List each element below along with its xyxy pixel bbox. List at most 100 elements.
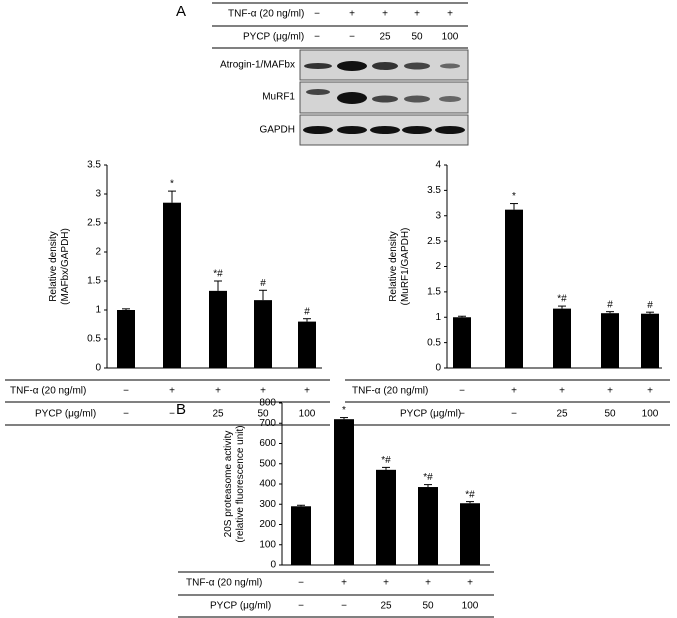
treatment-value: − (123, 409, 129, 420)
bar (209, 290, 227, 368)
bar (453, 317, 471, 368)
y-tick-label: 3.5 (87, 160, 101, 171)
error-bar (122, 308, 130, 310)
y-tick-label: 600 (259, 438, 276, 449)
y-tick-label: 0 (270, 560, 276, 571)
treatment-label: TNF-α (20 ng/ml) (186, 578, 262, 589)
treatment-label: PYCP (μg/ml) (35, 409, 96, 420)
significance-mark: * (170, 179, 174, 190)
treatment-value: − (341, 601, 347, 612)
error-bar (259, 289, 267, 301)
significance-mark: # (260, 278, 266, 289)
y-axis-title-line: (relative fluorescence unit) (235, 425, 246, 542)
band (440, 63, 460, 69)
band (372, 95, 398, 103)
y-tick-label: 2 (95, 247, 101, 258)
y-tick-label: 2.5 (427, 236, 441, 247)
significance-mark: * (512, 191, 516, 202)
treatment-value: + (607, 386, 613, 397)
y-tick-label: 0 (435, 363, 441, 374)
significance-mark: *# (423, 472, 433, 483)
treatment-value: + (382, 9, 388, 20)
treatment-value: + (467, 578, 473, 589)
bar (418, 487, 438, 565)
treatment-value: − (298, 601, 304, 612)
treatment-value: 50 (257, 409, 269, 420)
error-bar (382, 466, 390, 470)
band (303, 126, 333, 134)
blot-label: GAPDH (259, 125, 295, 136)
treatment-value: 100 (462, 601, 479, 612)
y-axis-title-line: 20S proteasome activity (223, 431, 234, 538)
error-bar (606, 311, 614, 314)
band (402, 126, 432, 134)
treatment-value: + (414, 9, 420, 20)
y-tick-label: 4 (435, 160, 441, 171)
band (435, 126, 465, 134)
treatment-value: 100 (299, 409, 316, 420)
y-tick-label: 0.5 (427, 337, 441, 348)
treatment-label: TNF-α (20 ng/ml) (10, 386, 86, 397)
y-tick-label: 1.5 (87, 276, 101, 287)
y-tick-label: 300 (259, 499, 276, 510)
treatment-value: + (383, 578, 389, 589)
error-bar (303, 318, 311, 322)
significance-mark: *# (557, 294, 567, 305)
error-bar (340, 417, 348, 420)
significance-mark: *# (213, 269, 223, 280)
blot-label: MuRF1 (262, 92, 295, 103)
y-tick-label: 500 (259, 458, 276, 469)
bar (376, 469, 396, 565)
bar (163, 202, 181, 368)
treatment-value: 100 (642, 409, 659, 420)
band (304, 63, 332, 69)
y-tick-label: 700 (259, 418, 276, 429)
y-tick-label: 100 (259, 539, 276, 550)
significance-mark: # (304, 306, 310, 317)
treatment-value: − (511, 409, 517, 420)
significance-mark: *# (381, 455, 391, 466)
treatment-value: − (459, 409, 465, 420)
treatment-value: + (349, 9, 355, 20)
y-tick-label: 1.5 (427, 287, 441, 298)
y-axis-title: Relative density(MuRF1/GAPDH) (388, 228, 411, 306)
bar (291, 506, 311, 565)
y-tick-label: 1 (95, 305, 101, 316)
treatment-value: 25 (556, 409, 568, 420)
y-tick-label: 3.5 (427, 185, 441, 196)
band (337, 92, 367, 104)
band (372, 62, 398, 70)
treatment-value: − (298, 578, 304, 589)
error-bar (168, 190, 176, 203)
y-axis-title: 20S proteasome activity(relative fluores… (223, 425, 246, 542)
treatment-value: + (260, 386, 266, 397)
y-axis-title-line: (MAFbx/GAPDH) (60, 228, 71, 305)
y-tick-label: 0.5 (87, 334, 101, 345)
error-bar (458, 315, 466, 318)
y-tick-label: 2 (435, 261, 441, 272)
band (370, 126, 400, 134)
error-bar (466, 501, 474, 504)
bar (334, 419, 354, 565)
treatment-label: PYCP (μg/ml) (400, 409, 461, 420)
panel-label: B (176, 401, 186, 418)
band (337, 61, 367, 71)
treatment-value: 50 (422, 601, 434, 612)
band (439, 96, 461, 102)
y-tick-label: 3 (95, 189, 101, 200)
error-bar (297, 504, 305, 507)
treatment-value: − (314, 32, 320, 43)
treatment-value: + (215, 386, 221, 397)
treatment-label: PYCP (μg/ml) (243, 32, 304, 43)
y-tick-label: 800 (259, 398, 276, 409)
bar (460, 503, 480, 565)
treatment-value: + (647, 386, 653, 397)
significance-mark: *# (465, 489, 475, 500)
blot: Atrogin-1/MAFbx MuRF1 GAPDH (212, 2, 469, 146)
treatment-value: 100 (442, 32, 459, 43)
treatment-value: − (169, 409, 175, 420)
band (306, 89, 330, 95)
treatment-value: − (123, 386, 129, 397)
treatment-value: 50 (411, 32, 423, 43)
significance-mark: # (647, 300, 653, 311)
